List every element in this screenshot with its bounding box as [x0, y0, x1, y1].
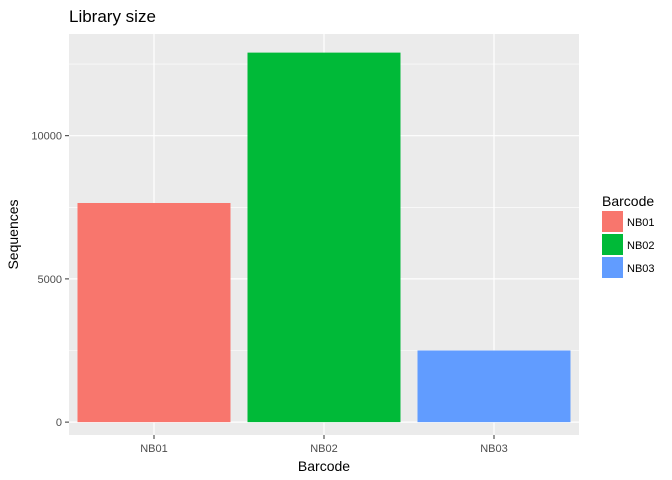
x-tick-label: NB01 [140, 443, 168, 455]
y-axis-title: Sequences [5, 199, 21, 269]
legend-label: NB03 [627, 263, 655, 275]
chart-title: Library size [69, 7, 156, 26]
legend-key-nb03 [602, 257, 623, 278]
bar-nb02 [247, 52, 401, 423]
y-tick-label: 10000 [31, 131, 62, 143]
x-axis-title: Barcode [298, 458, 350, 474]
bar-nb03 [417, 350, 571, 423]
x-tick-label: NB03 [480, 443, 508, 455]
y-tick-label: 5000 [38, 274, 62, 286]
y-axis: 0 5000 10000 [31, 131, 69, 429]
legend-key-nb01 [602, 211, 623, 232]
bar-nb01 [77, 202, 231, 423]
bars [77, 52, 571, 423]
legend-label: NB02 [627, 240, 655, 252]
y-tick-label: 0 [56, 417, 62, 429]
legend-label: NB01 [627, 217, 655, 229]
legend: Barcode NB01 NB02 NB03 [602, 193, 655, 278]
legend-key-nb02 [602, 234, 623, 255]
legend-title: Barcode [602, 193, 654, 209]
x-axis: NB01 NB02 NB03 [140, 435, 508, 455]
x-tick-label: NB02 [310, 443, 338, 455]
